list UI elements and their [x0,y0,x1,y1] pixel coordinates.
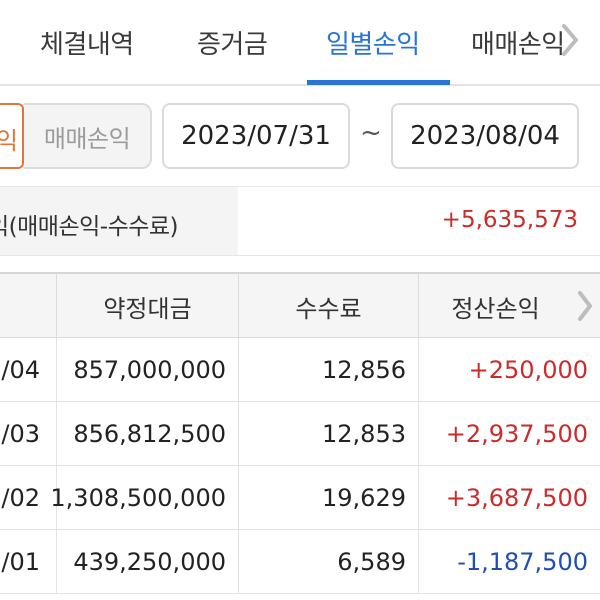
start-date-field[interactable]: 2023/07/31 [162,103,350,169]
row-date: /01 [1,548,40,576]
summary-row: 익(매매손익-수수료) +5,635,573 [0,186,600,256]
tab-trading-pnl[interactable]: 매매손익 [471,30,565,60]
table-row[interactable]: /03 856,812,500 12,853 +2,937,500 [0,402,600,466]
segment-trading-pnl-button[interactable]: 매매손익 [24,103,152,169]
row-settlement-pnl: -1,187,500 [418,530,600,594]
tab-trade-history[interactable]: 체결내역 [40,30,134,60]
row-settlement-pnl: +3,687,500 [418,466,600,530]
table-row[interactable]: /04 857,000,000 12,856 +250,000 [0,338,600,402]
row-date: /03 [1,420,40,448]
row-fee: 12,856 [238,338,418,402]
header-date [0,274,56,338]
tab-margin[interactable]: 증거금 [197,30,268,60]
tab-daily-pnl[interactable]: 일별손익 [326,30,420,60]
end-date-field[interactable]: 2023/08/04 [391,103,579,169]
row-contract-amount: 439,250,000 [56,530,238,594]
daily-pnl-table: 약정대금 수수료 정산손익 /04 857,000,000 12,856 +25… [0,272,600,594]
tab-bar: 체결내역 증거금 일별손익 매매손익 [0,0,600,86]
row-contract-amount: 856,812,500 [56,402,238,466]
row-date: /02 [1,484,40,512]
table-row[interactable]: /01 439,250,000 6,589 -1,187,500 [0,530,600,594]
date-range-separator: ~ [360,118,382,148]
segment-option-partial-label: 익 [0,121,18,156]
header-fee: 수수료 [238,274,418,338]
summary-label: 익(매매손익-수수료) [0,214,179,240]
summary-label-cell: 익(매매손익-수수료) [0,187,238,255]
row-settlement-pnl: +2,937,500 [418,402,600,466]
row-fee: 6,589 [238,530,418,594]
chevron-right-icon[interactable] [556,18,584,62]
row-fee: 12,853 [238,402,418,466]
header-settlement-pnl: 정산손익 [418,274,572,338]
table-row[interactable]: /02 1,308,500,000 19,629 +3,687,500 [0,466,600,530]
segment-option-partial[interactable]: 익 [0,103,24,169]
row-settlement-pnl: +250,000 [418,338,600,402]
chevron-right-icon[interactable] [572,284,598,328]
row-contract-amount: 857,000,000 [56,338,238,402]
row-contract-amount: 1,308,500,000 [50,466,238,530]
table-header: 약정대금 수수료 정산손익 [0,274,600,338]
row-date: /04 [1,356,40,384]
summary-total-value: +5,635,573 [441,207,578,233]
row-fee: 19,629 [238,466,418,530]
active-tab-indicator [307,80,450,85]
header-contract-amount: 약정대금 [56,274,238,338]
